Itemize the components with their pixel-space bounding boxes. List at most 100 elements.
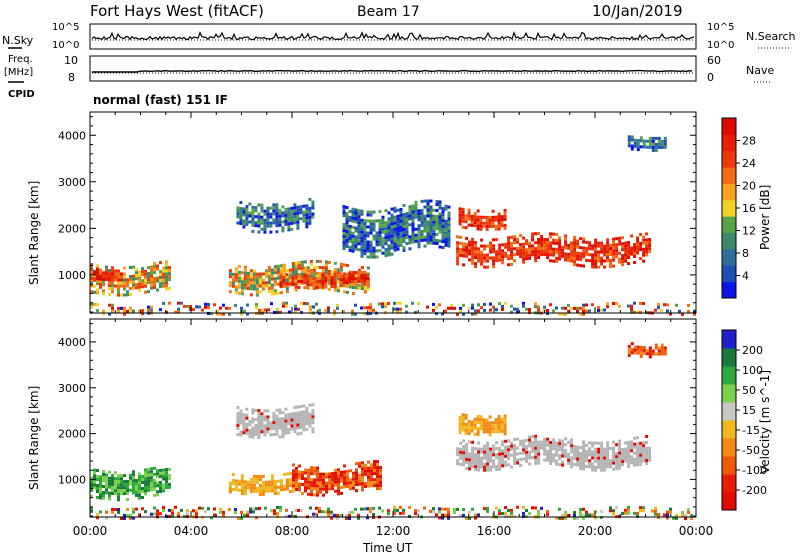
scatter-cell xyxy=(334,477,337,481)
scatter-cell xyxy=(301,471,304,474)
scatter-cell xyxy=(573,453,577,457)
scatter-cell xyxy=(180,301,183,305)
scatter-cell xyxy=(282,301,285,305)
scatter-cell xyxy=(153,487,156,491)
scatter-cell xyxy=(420,217,424,221)
scatter-cell xyxy=(369,225,373,229)
scatter-cell xyxy=(435,221,439,224)
scatter-cell xyxy=(540,443,544,447)
scatter-cell xyxy=(609,250,613,253)
scatter-cell xyxy=(345,517,348,520)
scatter-cell xyxy=(483,247,487,251)
scatter-cell xyxy=(600,259,604,263)
scatter-cell xyxy=(411,234,415,238)
scatter-cell xyxy=(284,210,288,214)
scatter-cell xyxy=(561,463,565,467)
scatter-cell xyxy=(339,278,343,282)
scatter-cell xyxy=(138,496,141,500)
scatter-cell xyxy=(627,135,631,139)
scatter-cell xyxy=(240,474,244,478)
scatter-cell xyxy=(351,271,355,274)
scatter-cell xyxy=(234,303,237,307)
scatter-cell xyxy=(597,465,601,469)
scatter-cell xyxy=(645,250,649,254)
scatter-cell xyxy=(591,465,595,469)
scatter-cell xyxy=(294,514,297,518)
scatter-cell xyxy=(111,486,114,489)
scatter-cell xyxy=(531,253,535,257)
scatter-cell xyxy=(600,447,604,451)
scatter-cell xyxy=(507,242,511,246)
scatter-cell xyxy=(552,453,556,457)
scatter-cell xyxy=(351,510,354,514)
scatter-cell xyxy=(651,148,655,152)
scatter-cell xyxy=(519,457,523,461)
scatter-cell xyxy=(564,234,568,238)
scatter-cell xyxy=(299,208,303,212)
scatter-cell xyxy=(345,239,349,242)
scatter-cell xyxy=(312,305,315,309)
scatter-cell xyxy=(414,310,417,314)
scatter-cell xyxy=(310,487,313,491)
scatter-cell xyxy=(330,279,334,282)
scatter-cell xyxy=(491,427,495,431)
scatter-cell xyxy=(273,480,277,483)
scatter-cell xyxy=(510,447,514,451)
scatter-cell xyxy=(393,239,397,243)
scatter-cell xyxy=(500,218,504,222)
scatter-cell xyxy=(273,280,277,284)
scatter-cell xyxy=(405,242,409,246)
scatter-cell xyxy=(381,215,385,219)
scatter-cell xyxy=(316,469,319,473)
scatter-cell xyxy=(270,474,274,478)
scatter-cell xyxy=(367,475,370,479)
scatter-cell xyxy=(543,305,546,309)
scatter-cell xyxy=(358,473,361,477)
scatter-cell xyxy=(485,218,489,222)
scatter-cell xyxy=(273,289,277,293)
scatter-cell xyxy=(534,455,538,459)
scatter-cell xyxy=(438,239,442,243)
scatter-cell xyxy=(298,488,301,492)
scatter-cell xyxy=(591,259,595,263)
scatter-cell xyxy=(93,486,96,490)
scatter-cell xyxy=(549,232,553,236)
scatter-cell xyxy=(444,243,448,247)
scatter-cell xyxy=(474,312,477,316)
scatter-cell xyxy=(498,467,502,471)
scatter-cell xyxy=(372,225,376,229)
scatter-cell xyxy=(246,483,250,487)
scatter-cell xyxy=(363,219,367,223)
scatter-cell xyxy=(333,267,337,271)
scatter-cell xyxy=(333,312,336,316)
scatter-cell xyxy=(561,245,565,249)
scatter-cell xyxy=(378,243,382,247)
scatter-cell xyxy=(468,458,472,462)
scatter-cell xyxy=(588,247,592,251)
scatter-cell xyxy=(342,272,346,276)
scatter-cell xyxy=(591,462,595,466)
scatter-cell xyxy=(357,513,360,517)
scatter-cell xyxy=(319,472,322,476)
scatter-cell xyxy=(306,277,310,281)
scatter-cell xyxy=(630,449,634,453)
scatter-cell xyxy=(573,517,576,520)
scatter-cell xyxy=(150,476,153,480)
scatter-cell xyxy=(633,451,637,455)
scatter-cell xyxy=(597,447,601,451)
scatter-cell xyxy=(507,508,510,512)
scatter-cell xyxy=(534,443,538,447)
scatter-cell xyxy=(257,218,261,222)
scatter-cell xyxy=(693,312,696,316)
scatter-cell xyxy=(252,269,256,273)
scatter-cell xyxy=(312,268,316,272)
scatter-cell xyxy=(630,458,634,462)
scatter-cell xyxy=(333,270,337,274)
scatter-cell xyxy=(290,221,294,225)
scatter-cell xyxy=(102,473,105,476)
scatter-cell xyxy=(467,211,471,215)
scatter-cell xyxy=(295,475,298,479)
scatter-cell xyxy=(414,227,418,231)
scatter-cell xyxy=(519,439,523,443)
scatter-cell xyxy=(228,290,232,294)
